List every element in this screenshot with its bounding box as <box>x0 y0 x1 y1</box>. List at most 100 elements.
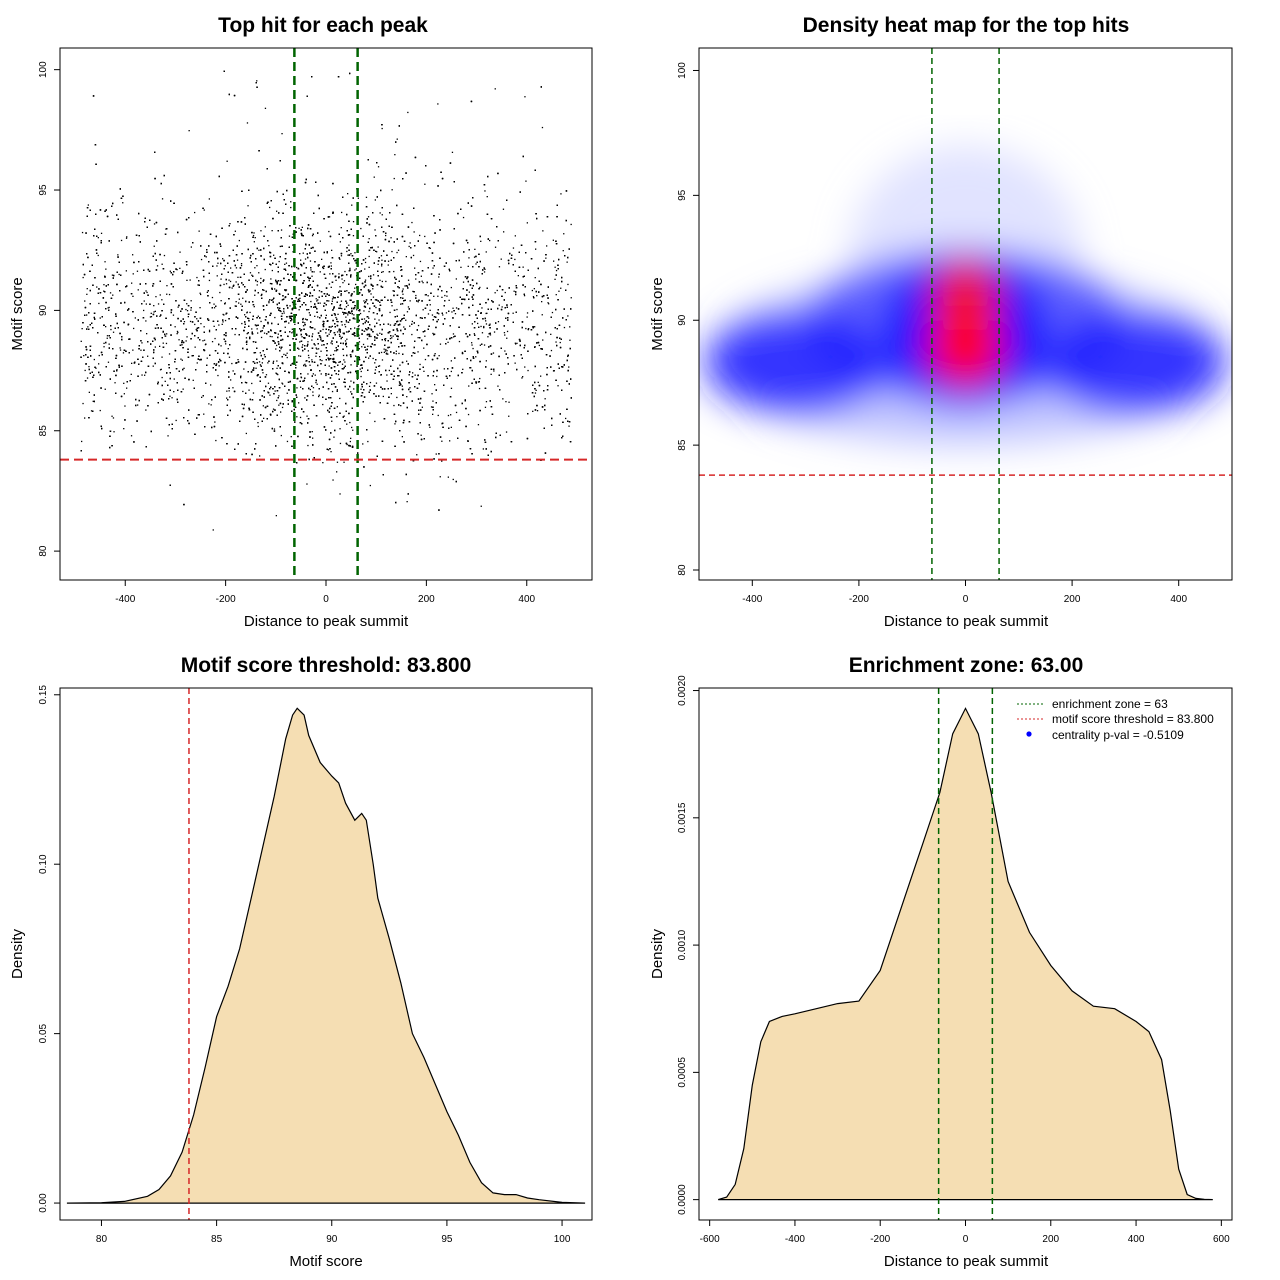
scatter-point <box>375 306 377 309</box>
scatter-point <box>107 307 109 309</box>
scatter-point <box>336 461 339 463</box>
scatter-point <box>161 198 164 200</box>
scatter-point <box>145 409 147 411</box>
scatter-point <box>433 334 435 336</box>
scatter-point <box>550 349 553 352</box>
scatter-point <box>437 295 439 297</box>
scatter-point <box>401 290 404 292</box>
scatter-point <box>505 431 508 433</box>
scatter-point <box>259 364 262 366</box>
scatter-point <box>307 373 309 375</box>
scatter-point <box>295 303 297 305</box>
scatter-point <box>365 196 368 198</box>
scatter-point <box>215 439 217 442</box>
scatter-point <box>213 325 215 327</box>
scatter-point <box>316 383 318 385</box>
scatter-point <box>253 241 255 243</box>
scatter-point <box>479 377 481 380</box>
scatter-point <box>208 331 211 333</box>
scatter-point <box>343 461 345 463</box>
scatter-point <box>431 393 433 395</box>
scatter-point <box>150 316 153 318</box>
scatter-point <box>420 434 422 436</box>
scatter-point <box>146 291 148 294</box>
scatter-point <box>391 337 393 339</box>
scatter-point <box>485 320 487 322</box>
scatter-point <box>471 344 473 346</box>
scatter-point <box>103 346 105 348</box>
scatter-point <box>141 342 143 344</box>
scatter-point <box>232 370 234 372</box>
scatter-point <box>375 250 377 252</box>
scatter-point <box>451 311 453 313</box>
scatter-point <box>536 295 538 297</box>
scatter-point <box>349 267 351 269</box>
scatter-point <box>321 258 323 260</box>
scatter-point <box>298 227 300 229</box>
scatter-point <box>471 323 473 325</box>
scatter-point <box>226 390 228 392</box>
scatter-point <box>217 374 219 377</box>
scatter-point <box>144 374 146 376</box>
scatter-point <box>450 370 452 373</box>
scatter-point <box>363 330 365 332</box>
scatter-point <box>388 346 391 348</box>
scatter-point <box>252 234 255 237</box>
scatter-point <box>352 235 355 237</box>
scatter-point <box>93 358 95 361</box>
scatter-point <box>347 193 349 195</box>
scatter-point <box>125 237 128 239</box>
scatter-point <box>322 403 324 406</box>
scatter-point <box>347 254 349 256</box>
scatter-point <box>260 320 262 323</box>
scatter-point <box>350 276 352 278</box>
scatter-point <box>340 255 343 257</box>
scatter-point <box>275 515 277 517</box>
scatter-point <box>92 400 94 402</box>
scatter-point <box>447 476 449 478</box>
scatter-point <box>161 263 163 265</box>
scatter-point <box>228 390 230 392</box>
scatter-point <box>353 314 355 316</box>
scatter-point <box>153 305 155 307</box>
scatter-point <box>319 302 321 304</box>
scatter-point <box>168 353 171 355</box>
scatter-point <box>280 348 282 350</box>
scatter-point <box>256 284 258 286</box>
scatter-point <box>312 387 315 389</box>
scatter-point <box>386 380 388 382</box>
scatter-point <box>315 298 317 300</box>
scatter-point <box>441 440 443 442</box>
scatter-point <box>398 352 400 355</box>
scatter-point <box>247 205 249 207</box>
scatter-point <box>384 339 386 342</box>
scatter-point <box>388 369 390 372</box>
scatter-point <box>498 304 500 306</box>
scatter-point <box>263 354 266 356</box>
scatter-point <box>315 347 317 349</box>
scatter-point <box>364 279 367 281</box>
scatter-point <box>381 271 383 273</box>
scatter-point <box>337 373 340 376</box>
scatter-point <box>262 405 264 407</box>
scatter-point <box>406 501 408 503</box>
scatter-point <box>485 251 487 253</box>
scatter-point <box>98 354 100 357</box>
scatter-point <box>339 493 341 495</box>
scatter-point <box>265 374 268 376</box>
scatter-point <box>368 317 370 319</box>
scatter-point <box>354 318 356 320</box>
scatter-point <box>334 350 336 352</box>
scatter-point <box>452 333 455 335</box>
scatter-point <box>416 454 418 456</box>
scatter-point <box>504 350 506 352</box>
scatter-point <box>159 294 161 296</box>
scatter-point <box>329 357 331 360</box>
scatter-point <box>341 308 343 310</box>
scatter-point <box>188 130 190 132</box>
scatter-point <box>245 337 248 339</box>
scatter-point <box>546 245 548 247</box>
scatter-point <box>267 391 269 393</box>
scatter-point <box>429 247 431 249</box>
scatter-point <box>374 229 376 231</box>
